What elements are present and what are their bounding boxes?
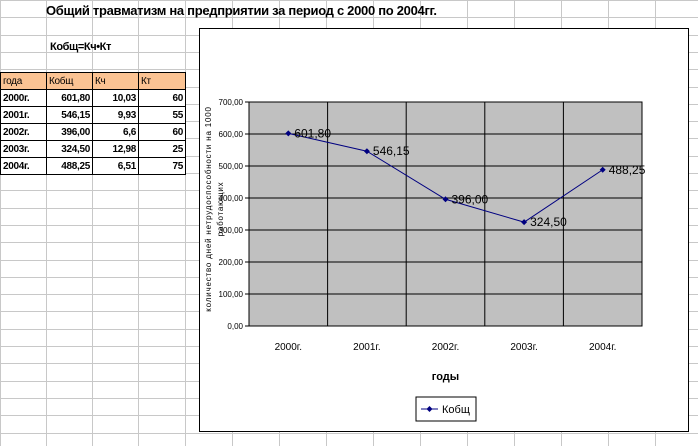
y-tick-label: 100,00	[219, 290, 244, 299]
table-row: 2001г. 546,15 9,93 55	[0, 106, 186, 124]
data-point-marker	[442, 196, 449, 203]
x-tick-label: 2003г.	[510, 342, 537, 353]
legend-marker	[426, 406, 433, 412]
data-point-marker	[285, 130, 292, 137]
y-tick-label: 300,00	[219, 226, 244, 235]
header-cell-year[interactable]: года	[0, 72, 47, 90]
data-label: 488,25	[609, 163, 646, 177]
data-label: 601,80	[294, 126, 331, 140]
cell-year[interactable]: 2001г.	[0, 106, 47, 124]
x-tick-label: 2004г.	[589, 342, 616, 353]
cell-kch[interactable]: 6,51	[92, 157, 139, 175]
header-cell-kt[interactable]: Кт	[138, 72, 186, 90]
cell-year[interactable]: 2004г.	[0, 157, 47, 175]
y-tick-label: 700,00	[219, 98, 244, 107]
y-tick-label: 200,00	[219, 258, 244, 267]
cell-kobsh[interactable]: 324,50	[46, 140, 93, 158]
data-label: 324,50	[530, 215, 567, 229]
header-cell-kobsh[interactable]: Кобщ	[46, 72, 93, 90]
x-tick-label: 2001г.	[353, 342, 380, 353]
y-tick-label: 500,00	[219, 162, 244, 171]
data-point-marker	[521, 219, 528, 226]
data-point-marker	[363, 148, 370, 155]
cell-kt[interactable]: 25	[138, 140, 186, 158]
formula-text: Кобщ=Кч•Кт	[50, 41, 111, 53]
cell-year[interactable]: 2000г.	[0, 89, 47, 107]
cell-kobsh[interactable]: 396,00	[46, 123, 93, 141]
cell-kt[interactable]: 60	[138, 89, 186, 107]
cell-kch[interactable]: 12,98	[92, 140, 139, 158]
x-axis-label: годы	[432, 371, 459, 383]
sheet-title: Общий травматизм на предприятии за перио…	[46, 3, 437, 18]
cell-kobsh[interactable]: 546,15	[46, 106, 93, 124]
cell-kobsh[interactable]: 488,25	[46, 157, 93, 175]
y-tick-label: 600,00	[219, 130, 244, 139]
cell-year[interactable]: 2002г.	[0, 123, 47, 141]
cell-kobsh[interactable]: 601,80	[46, 89, 93, 107]
y-tick-label: 0,00	[227, 322, 243, 331]
table-row: 2000г. 601,80 10,03 60	[0, 89, 186, 107]
line-chart: 0,00 100,00 200,00 300,00 400,00 500,00 600,00…	[204, 98, 646, 422]
table-row: 2003г. 324,50 12,98 25	[0, 140, 186, 158]
data-table: года Кобщ Кч Кт 2000г. 601,80 10,03 60 2…	[0, 72, 186, 175]
data-label: 546,15	[373, 144, 410, 158]
data-label: 396,00	[452, 192, 489, 206]
legend-label: Кобщ	[442, 404, 470, 416]
cell-kch[interactable]: 6,6	[92, 123, 139, 141]
table-row: 2002г. 396,00 6,6 60	[0, 123, 186, 141]
cell-kt[interactable]: 55	[138, 106, 186, 124]
cell-kch[interactable]: 10,03	[92, 89, 139, 107]
y-axis-label: количество дней нетрудоспособности на 10…	[204, 106, 225, 311]
y-tick-label: 400,00	[219, 194, 244, 203]
x-tick-label: 2002г.	[432, 342, 459, 353]
cell-kt[interactable]: 60	[138, 123, 186, 141]
data-point-marker	[599, 166, 606, 173]
x-tick-label: 2000г.	[275, 342, 302, 353]
table-row: 2004г. 488,25 6,51 75	[0, 157, 186, 175]
cell-kt[interactable]: 75	[138, 157, 186, 175]
header-cell-kch[interactable]: Кч	[92, 72, 139, 90]
table-header-row: года Кобщ Кч Кт	[0, 72, 186, 90]
cell-kch[interactable]: 9,93	[92, 106, 139, 124]
chart-object[interactable]: 0,00 100,00 200,00 300,00 400,00 500,00 600,00…	[199, 28, 689, 432]
cell-year[interactable]: 2003г.	[0, 140, 47, 158]
